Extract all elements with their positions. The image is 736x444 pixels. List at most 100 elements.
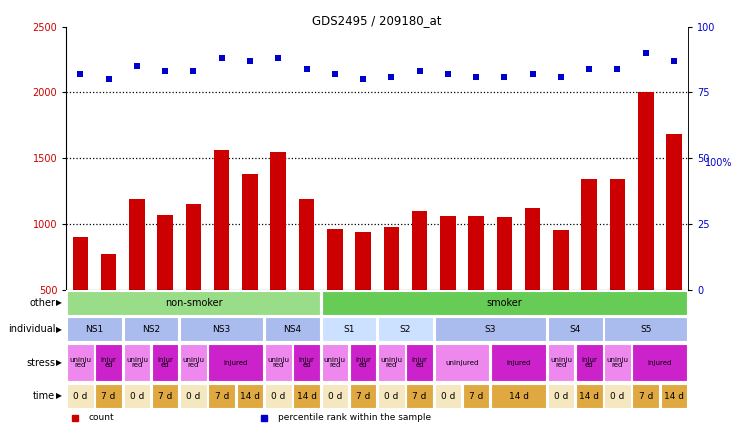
Text: time: time	[33, 391, 55, 401]
Text: 0 d: 0 d	[441, 392, 455, 400]
Text: 14 d: 14 d	[240, 392, 260, 400]
Bar	[293, 344, 320, 381]
Bar	[158, 215, 173, 289]
Text: uninju
red: uninju red	[69, 357, 91, 368]
Bar	[350, 384, 376, 408]
Text: 14 d: 14 d	[509, 392, 528, 400]
Bar	[463, 384, 489, 408]
Bar	[378, 384, 405, 408]
Text: 0 d: 0 d	[610, 392, 625, 400]
Bar	[548, 384, 574, 408]
Text: injur
ed: injur ed	[299, 357, 314, 368]
Bar	[265, 384, 291, 408]
Text: other: other	[29, 298, 55, 308]
Bar	[553, 230, 569, 289]
Bar	[661, 384, 687, 408]
Bar	[434, 344, 489, 381]
Bar	[581, 179, 597, 289]
Text: injur
ed: injur ed	[355, 357, 371, 368]
Text: 7 d: 7 d	[158, 392, 172, 400]
Bar	[576, 344, 603, 381]
Bar	[67, 384, 93, 408]
Bar	[180, 344, 207, 381]
Text: percentile rank within the sample: percentile rank within the sample	[278, 413, 431, 422]
Bar	[609, 179, 626, 289]
Text: injured: injured	[506, 360, 531, 365]
Bar	[322, 291, 687, 315]
Bar	[214, 150, 230, 289]
Text: S1: S1	[343, 325, 355, 333]
Bar	[96, 384, 122, 408]
Point	[74, 71, 86, 78]
Text: injured: injured	[224, 360, 248, 365]
Bar	[67, 317, 122, 341]
Text: 14 d: 14 d	[297, 392, 316, 400]
Bar	[497, 217, 512, 289]
Text: S5: S5	[640, 325, 651, 333]
Bar	[180, 384, 207, 408]
Point	[188, 68, 199, 75]
Point	[329, 71, 341, 78]
Bar	[293, 384, 320, 408]
Bar	[604, 317, 687, 341]
Bar	[180, 317, 263, 341]
Text: ▶: ▶	[56, 392, 62, 400]
Text: 14 d: 14 d	[579, 392, 599, 400]
Bar	[265, 317, 320, 341]
Bar	[434, 317, 546, 341]
Text: ▶: ▶	[56, 325, 62, 333]
Text: uninjured: uninjured	[445, 360, 478, 365]
Text: ▶: ▶	[56, 298, 62, 307]
Bar	[355, 232, 371, 289]
Bar	[327, 229, 342, 289]
Bar	[152, 344, 178, 381]
Text: 0 d: 0 d	[271, 392, 286, 400]
Bar	[322, 317, 376, 341]
Point	[470, 73, 482, 80]
Text: injur
ed: injur ed	[101, 357, 116, 368]
Point	[414, 68, 425, 75]
Bar	[185, 204, 201, 289]
Point	[300, 65, 312, 72]
Bar	[440, 216, 456, 289]
Point	[640, 49, 651, 56]
Text: 0 d: 0 d	[130, 392, 144, 400]
Point	[103, 75, 115, 83]
Bar	[525, 208, 540, 289]
Text: uninju
red: uninju red	[381, 357, 403, 368]
Bar	[237, 384, 263, 408]
Text: NS3: NS3	[213, 325, 231, 333]
Text: smoker: smoker	[486, 298, 523, 308]
Point	[357, 75, 369, 83]
Bar	[67, 344, 93, 381]
Bar	[124, 344, 150, 381]
Bar	[378, 344, 405, 381]
Text: injur
ed: injur ed	[158, 357, 173, 368]
Text: 0 d: 0 d	[186, 392, 201, 400]
Bar	[491, 344, 546, 381]
Bar	[299, 199, 314, 289]
Text: 0 d: 0 d	[328, 392, 342, 400]
Bar	[604, 344, 631, 381]
Point	[244, 57, 256, 64]
Text: uninju
red: uninju red	[606, 357, 629, 368]
Text: 0 d: 0 d	[384, 392, 398, 400]
Text: uninju
red: uninju red	[324, 357, 346, 368]
Bar	[208, 344, 263, 381]
Bar	[576, 384, 603, 408]
Point	[527, 71, 539, 78]
Text: 14 d: 14 d	[664, 392, 684, 400]
Bar	[96, 344, 122, 381]
Text: 7 d: 7 d	[214, 392, 229, 400]
Text: injur
ed: injur ed	[581, 357, 597, 368]
Bar	[604, 384, 631, 408]
Point	[272, 55, 284, 62]
Bar	[124, 384, 150, 408]
Point	[159, 68, 171, 75]
Text: uninju
red: uninju red	[126, 357, 148, 368]
Bar	[638, 92, 654, 289]
Bar	[632, 384, 659, 408]
Bar	[491, 384, 546, 408]
Text: ▶: ▶	[56, 358, 62, 367]
Text: S3: S3	[484, 325, 496, 333]
